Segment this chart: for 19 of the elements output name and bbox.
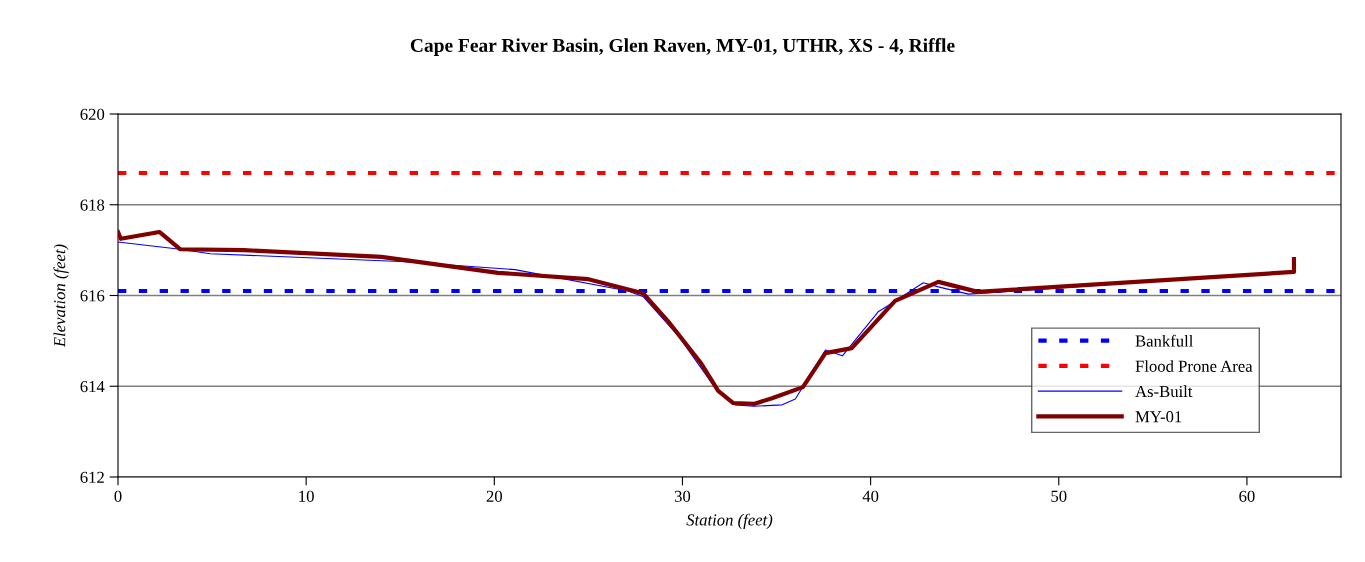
legend-label: MY-01 — [1135, 411, 1182, 423]
x-axis-title: Station (feet) — [686, 513, 773, 529]
x-tick-label: 20 — [486, 490, 503, 502]
y-tick-label: 614 — [80, 381, 105, 393]
y-tick-label: 616 — [80, 290, 105, 302]
x-tick-label: 30 — [674, 490, 691, 502]
y-tick-label: 612 — [80, 471, 104, 483]
chart-title: Cape Fear River Basin, Glen Raven, MY-01, UTHR, XS - 4, Riffle — [410, 38, 955, 56]
y-tick-label: 618 — [80, 199, 105, 211]
x-tick-label: 40 — [862, 490, 879, 502]
x-tick-label: 60 — [1239, 490, 1255, 502]
legend-label: Flood Prone Area — [1135, 360, 1253, 372]
y-axis-title: Elevation (feet) — [53, 244, 69, 348]
x-tick-label: 10 — [299, 490, 314, 502]
x-tick-label: 50 — [1051, 490, 1067, 502]
y-tick-label: 620 — [80, 108, 105, 120]
x-tick-label: 0 — [114, 490, 122, 502]
legend-label: Bankfull — [1135, 334, 1194, 347]
legend-label: As-Built — [1135, 385, 1193, 398]
